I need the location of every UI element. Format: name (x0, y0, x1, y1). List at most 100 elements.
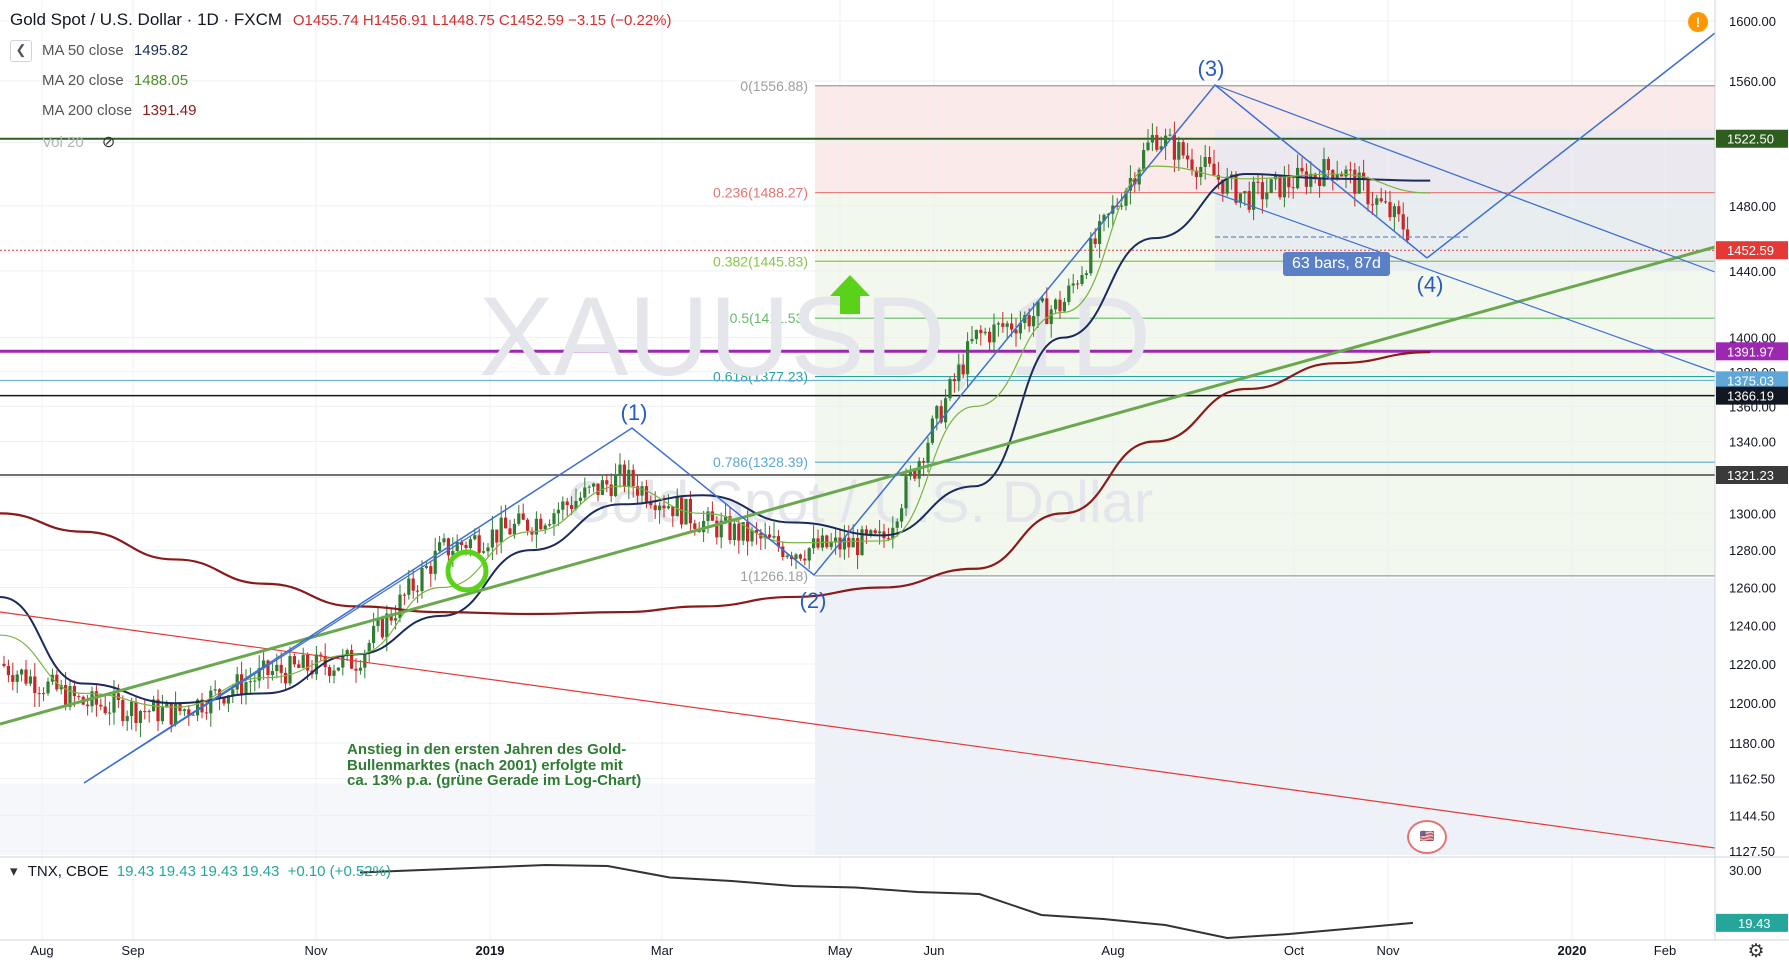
candle-body (706, 511, 710, 521)
candle-body (750, 530, 754, 542)
candle-body (248, 681, 252, 683)
candle-body (1023, 315, 1027, 324)
candle-body (354, 668, 358, 671)
candle-body (429, 566, 433, 574)
candle-body (240, 674, 244, 695)
candle-body (935, 406, 939, 419)
candle-body (772, 536, 776, 538)
candle-body (732, 523, 736, 541)
candle-body (464, 544, 468, 549)
time-tick-label: Nov (1376, 943, 1400, 958)
candle-body (165, 702, 169, 708)
candle-body (332, 670, 336, 676)
candle-body (130, 701, 134, 717)
tnx-label: TNX, CBOE (27, 863, 109, 880)
collapse-icon[interactable]: ❮ (10, 40, 32, 62)
candle-body (754, 530, 758, 534)
candle-body (992, 324, 996, 343)
candle-body (37, 693, 41, 695)
candle-body (1058, 299, 1062, 312)
fib-level-label: 1(1266.18) (740, 568, 808, 584)
symbol-title[interactable]: Gold Spot / U.S. Dollar · 1D · FXCM (10, 10, 283, 29)
candle-body (1344, 169, 1348, 177)
candle-body (820, 535, 824, 548)
candle-body (649, 502, 653, 506)
candle-body (72, 686, 76, 697)
legend-ma50-value: 1495.82 (133, 42, 189, 59)
legend-vol[interactable]: Vol 20 ⊘ (10, 132, 115, 152)
candle-body (1080, 275, 1084, 284)
tnx-change: +0.10 (+0.52%) (287, 863, 391, 880)
candle-body (42, 693, 46, 695)
candle-body (640, 486, 644, 496)
legend-vol-label: Vol 20 (42, 134, 84, 151)
candle-body (834, 537, 838, 543)
candle-body (1274, 175, 1278, 180)
candle-body (913, 470, 917, 479)
fib-level-label: 0.236(1488.27) (713, 185, 808, 201)
price-tick-label: 1220.00 (1729, 657, 1776, 672)
candle-body (578, 497, 582, 501)
candle-body (1168, 134, 1172, 136)
flag-icon[interactable]: 🇺🇸 (1407, 820, 1447, 854)
candle-body (891, 527, 895, 539)
candle-body (6, 665, 10, 676)
candle-body (1190, 159, 1194, 171)
legend-ma20[interactable]: MA 20 close 1488.05 (10, 72, 188, 89)
price-tick-label: 1600.00 (1729, 14, 1776, 29)
alert-icon[interactable]: ! (1688, 12, 1708, 32)
candle-body (455, 542, 459, 552)
candle-body (442, 538, 446, 543)
red-trendline (0, 611, 1716, 849)
candle-body (499, 517, 503, 543)
candle-body (411, 578, 415, 591)
candle-body (1159, 146, 1163, 150)
candle-body (548, 524, 552, 526)
green-trendline (0, 245, 1716, 726)
legend-ma50[interactable]: MA 50 close 1495.82 (10, 42, 188, 59)
price-tag-label: 1452.59 (1727, 243, 1774, 258)
candle-body (1309, 173, 1313, 187)
candle-body (1366, 180, 1370, 205)
candle-body (1379, 198, 1383, 202)
price-tag-label: 1366.19 (1727, 389, 1774, 404)
candle-body (688, 498, 692, 524)
candle-body (253, 680, 257, 682)
candle-body (1304, 171, 1308, 187)
candle-body (504, 517, 508, 529)
candle-body (394, 618, 398, 621)
candle-body (1093, 238, 1097, 244)
candle-body (622, 464, 626, 487)
tnx-legend[interactable]: ▾ TNX, CBOE 19.43 19.43 19.43 19.43 +0.1… (10, 863, 391, 880)
candle-body (20, 669, 24, 675)
tnx-values: 19.43 19.43 19.43 19.43 (116, 863, 280, 880)
wave-label: (1) (621, 400, 648, 425)
candle-body (864, 529, 868, 535)
candle-body (424, 566, 428, 568)
candle-body (974, 329, 978, 340)
candle-body (636, 486, 640, 496)
candle-body (306, 654, 310, 671)
candle-body (592, 483, 596, 487)
candle-body (341, 655, 345, 668)
candle-body (1133, 177, 1137, 185)
candle-body (653, 505, 657, 511)
candle-body (644, 486, 648, 503)
candle-body (1256, 181, 1260, 183)
candle-body (1216, 175, 1220, 180)
candle-body (218, 689, 222, 698)
time-tick-label: Aug (30, 943, 53, 958)
settings-gear-icon[interactable]: ⚙ (1747, 941, 1765, 962)
candle-body (988, 331, 992, 343)
candle-body (257, 668, 261, 681)
legend-ma200[interactable]: MA 200 close 1391.49 (10, 102, 196, 119)
candle-body (596, 483, 600, 495)
candle-body (1221, 179, 1225, 194)
candle-body (213, 689, 217, 691)
candle-body (878, 531, 882, 534)
candle-body (266, 660, 270, 676)
candle-body (614, 474, 618, 496)
time-tick-label: Feb (1654, 943, 1676, 958)
eye-hidden-icon[interactable]: ⊘ (101, 134, 116, 151)
